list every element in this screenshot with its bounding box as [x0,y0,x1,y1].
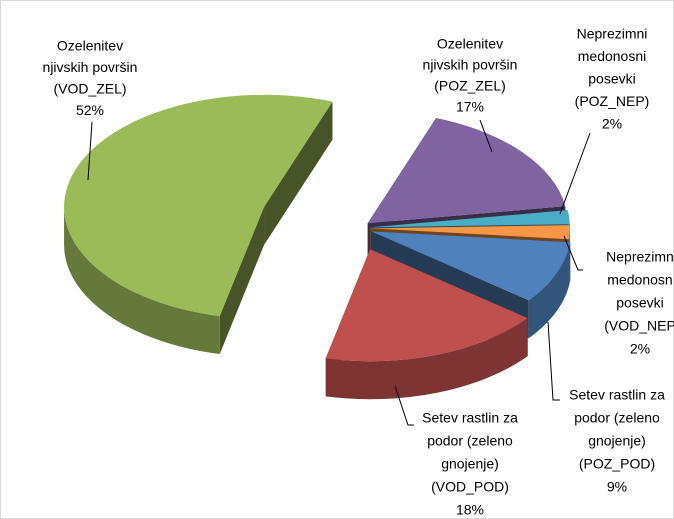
slice-label: Ozelenitev [57,38,123,54]
slice-label: (VOD_ZEL) [53,81,126,97]
leader-line [394,385,414,426]
value-label: 9% [607,479,627,495]
slice-label: gnojenje) [441,456,499,472]
leader-line [87,121,93,181]
value-label: 17% [456,99,484,115]
slice-label: posevki [616,295,663,311]
labels: Ozelenitev njivskih površin (POZ_ZEL) 17% Ne… [43,26,674,518]
slice-label: Setev rastlin za [422,410,518,426]
slice-label: njivskih površin [423,57,518,73]
slice [371,231,571,301]
slice-label: (POZ_POD) [579,456,655,472]
slice-label: (POZ_ZEL) [434,78,506,94]
value-label: 18% [456,502,484,518]
slice-side [264,101,333,245]
slice-label: podor (zeleno [574,410,660,426]
leader-line [547,321,560,401]
slice-label: medonosni [578,48,647,64]
leader-line [479,119,493,153]
slice [369,225,570,240]
slice [369,210,570,228]
slice [325,249,528,362]
slice-label: Neprezimn [606,249,674,265]
slice-label: (POZ_NEP) [575,93,650,109]
slice-label: (VOD_POD) [431,479,509,495]
slice [367,117,566,224]
slice-label: Setev rastlin za [569,387,665,403]
slice-side [528,242,571,339]
slice-side [325,318,528,400]
slice-side [219,206,265,355]
slice-label: podor (zeleno [427,433,513,449]
leader-line [559,132,591,215]
pie [64,94,571,400]
value-label: 52% [76,102,104,118]
slice-side [64,206,220,355]
slice [64,94,333,317]
slice-label: Neprezimni [577,26,648,42]
slice-label: njivskih površin [43,59,138,75]
slice-label: gnojenje) [588,433,646,449]
slice-label: posevki [588,71,635,87]
value-label: 2% [630,341,650,357]
slice-label: (VOD_NEP [604,318,674,334]
slice-label: medonosn [607,272,672,288]
leader-line [563,235,583,271]
value-label: 2% [602,116,622,132]
slice-label: Ozelenitev [437,36,503,52]
